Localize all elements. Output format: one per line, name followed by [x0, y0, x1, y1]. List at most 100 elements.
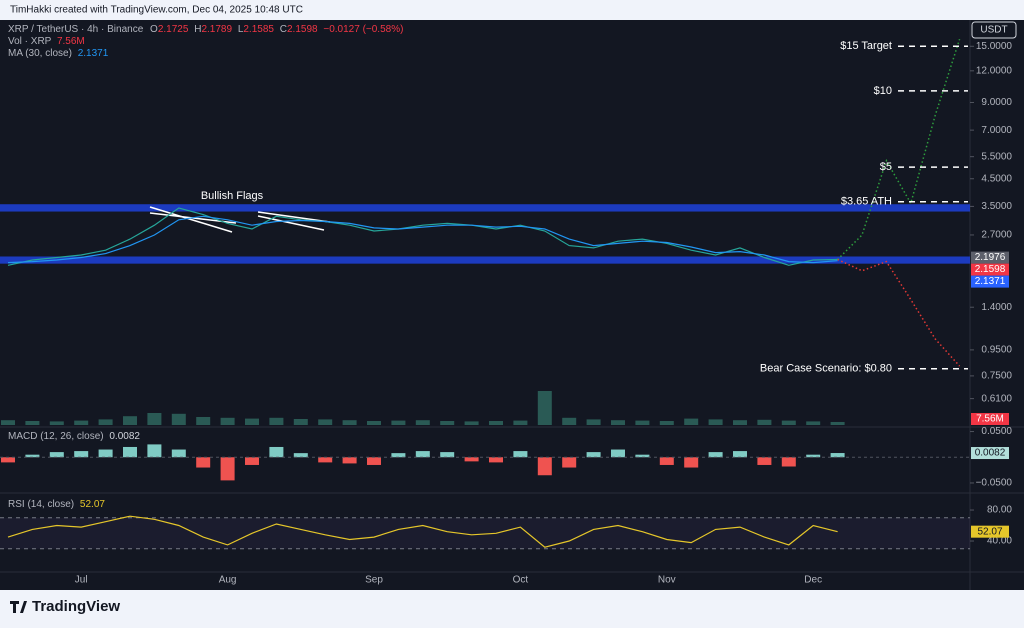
- price-line: [7, 215, 838, 264]
- macd-bar: [830, 453, 845, 458]
- ma-value: 2.1371: [78, 48, 109, 59]
- macd-bar: [659, 457, 674, 465]
- x-tick-label: Aug: [219, 575, 237, 586]
- ohlc-label: H: [194, 24, 201, 35]
- rsi-legend: RSI (14, close) 52.07: [8, 499, 105, 510]
- volume-bar: [733, 420, 747, 425]
- y-tick-label: 3.5000: [981, 201, 1012, 212]
- macd-bar: [171, 449, 186, 458]
- macd-bar: [440, 452, 455, 458]
- volume-value: 7.56M: [57, 36, 85, 47]
- volume-bar: [562, 417, 577, 425]
- macd-bar: [318, 457, 333, 463]
- level-label: Bear Case Scenario: $0.80: [760, 363, 892, 375]
- ohlc-label: L: [238, 24, 244, 35]
- price-label-box: [971, 263, 1009, 276]
- level-label: $5: [880, 161, 892, 173]
- macd-bar: [733, 451, 747, 458]
- currency: USDT: [980, 25, 1007, 36]
- y-tick-label: 5.5000: [981, 151, 1012, 162]
- y-tick-label: 15.0000: [976, 41, 1013, 52]
- x-tick-label: Dec: [804, 575, 822, 586]
- y-tick-label: 0.7500: [981, 371, 1012, 382]
- x-tick-label: Nov: [658, 575, 676, 586]
- macd-bar: [757, 457, 772, 465]
- logo-icon: [10, 601, 27, 613]
- volume-bar: [318, 419, 333, 425]
- macd-bar: [1, 457, 15, 463]
- volume-bar: [74, 420, 89, 425]
- volume-bar: [537, 391, 552, 425]
- volume-bar: [25, 421, 40, 425]
- macd-bar: [684, 457, 699, 468]
- y-tick-label: 40.00: [987, 536, 1012, 547]
- volume-bar: [342, 420, 357, 425]
- rsi-value: 52.07: [80, 499, 105, 510]
- macd-bar: [708, 452, 723, 458]
- volume-bar: [367, 421, 381, 425]
- y-tick-label: 1.4000: [981, 302, 1012, 313]
- logo: TradingView: [32, 598, 120, 615]
- macd-bar: [123, 446, 137, 458]
- volume-bar: [513, 420, 528, 425]
- projection-line: [837, 38, 961, 261]
- projection-line: [837, 258, 961, 367]
- x-tick-label: Sep: [365, 575, 383, 586]
- macd-bar: [269, 446, 284, 458]
- change: −0.0127 (−0.58%): [323, 24, 403, 35]
- volume-bar: [464, 421, 479, 425]
- volume-bar: [98, 419, 113, 425]
- volume-bar: [830, 421, 845, 425]
- currency-box: [971, 21, 1017, 39]
- ma-legend: MA (30, close) 2.1371: [8, 48, 109, 59]
- volume-bar: [489, 421, 503, 425]
- macd-title: MACD (12, 26, close): [8, 431, 104, 442]
- rsi-label: 52.07: [977, 526, 1002, 537]
- y-tick-label: 9.0000: [981, 97, 1012, 108]
- macd-bar: [415, 451, 430, 458]
- y-tick-label: 80.00: [987, 505, 1012, 516]
- y-tick-label: 4.5000: [981, 173, 1012, 184]
- volume-bar: [757, 419, 772, 425]
- macd-bar: [391, 453, 406, 458]
- volume-bar: [415, 420, 430, 425]
- macd-value: 0.0082: [109, 431, 140, 442]
- y-tick-label: 12.0000: [976, 65, 1013, 76]
- macd-label: 0.0082: [975, 448, 1006, 459]
- x-tick-label: Oct: [513, 575, 529, 586]
- price-label-box: [971, 275, 1009, 288]
- ohlc-label: O: [150, 24, 158, 35]
- macd-bar: [342, 457, 357, 464]
- macd-bar: [635, 454, 650, 458]
- macd-bar: [25, 454, 40, 458]
- price-label-box: [971, 251, 1009, 264]
- macd-bar: [98, 449, 113, 458]
- volume-bar: [171, 413, 186, 425]
- level-label: $10: [874, 85, 892, 97]
- zone: [0, 256, 970, 264]
- ohlc-label: C: [280, 24, 287, 35]
- macd-label-box: [971, 447, 1009, 460]
- volume-bar: [147, 413, 162, 425]
- macd-bar: [562, 457, 577, 468]
- macd-bar: [489, 457, 503, 463]
- macd-bar: [147, 444, 162, 458]
- macd-bar: [586, 452, 601, 458]
- rsi-label-box: [971, 525, 1009, 538]
- ohlc-value: 2.1789: [201, 24, 232, 35]
- price-line: [7, 207, 838, 266]
- credit: TimHakki created with TradingView.com, D…: [10, 5, 303, 16]
- macd-bar: [74, 451, 89, 458]
- macd-bar: [464, 457, 479, 462]
- volume-bar: [586, 419, 601, 425]
- macd-bar: [513, 451, 528, 458]
- flag-line: [257, 215, 325, 231]
- macd-bar: [367, 457, 381, 465]
- ohlc-value: 2.1598: [287, 24, 318, 35]
- rsi-line: [7, 515, 838, 548]
- volume-bar: [196, 417, 211, 425]
- macd-bar: [806, 454, 821, 458]
- volume-bar: [684, 418, 699, 425]
